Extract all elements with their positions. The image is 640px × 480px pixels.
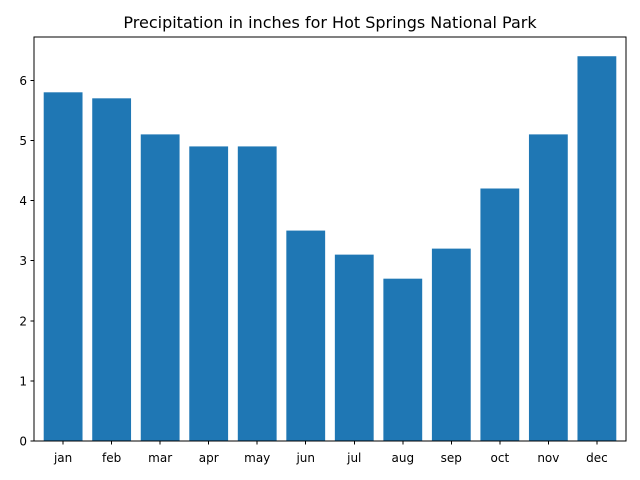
x-tick-label: may xyxy=(244,451,270,465)
bar-nov xyxy=(528,134,568,441)
x-tick-label: oct xyxy=(491,451,510,465)
bar-feb xyxy=(92,98,132,442)
y-tick-label: 5 xyxy=(19,134,27,148)
y-tick-label: 4 xyxy=(19,194,27,208)
x-tick-label: nov xyxy=(537,451,559,465)
x-axis: jan feb mar apr may jun jul aug sep oct nov dec xyxy=(53,441,608,465)
bar-may xyxy=(237,146,277,441)
chart-title: Precipitation in inches for Hot Springs … xyxy=(123,13,537,32)
bars-group xyxy=(43,56,617,442)
plot-frame xyxy=(33,36,627,442)
x-tick-label: aug xyxy=(391,451,414,465)
bar-jun xyxy=(286,230,326,441)
x-tick-label: jan xyxy=(53,451,72,465)
x-tick-label: apr xyxy=(199,451,219,465)
x-tick-label: jun xyxy=(295,451,315,465)
bar-sep xyxy=(431,248,471,441)
x-tick-label: dec xyxy=(586,451,608,465)
y-axis: 0 1 2 3 4 5 6 xyxy=(19,74,34,449)
y-tick-label: 1 xyxy=(19,374,27,388)
bar-mar xyxy=(140,134,180,441)
y-tick-label: 2 xyxy=(19,314,27,328)
x-tick-label: sep xyxy=(441,451,462,465)
bar-jul xyxy=(334,254,374,441)
x-tick-label: jul xyxy=(346,451,361,465)
axes-frame xyxy=(33,36,627,442)
y-tick-label: 3 xyxy=(19,254,27,268)
y-tick-label: 0 xyxy=(19,435,27,449)
bar-jan xyxy=(43,92,83,442)
bar-apr xyxy=(189,146,229,441)
bar-aug xyxy=(383,278,423,441)
x-tick-label: mar xyxy=(148,451,172,465)
bar-dec xyxy=(577,56,617,441)
x-tick-label: feb xyxy=(102,451,121,465)
y-tick-label: 6 xyxy=(19,74,27,88)
bar-oct xyxy=(480,188,520,441)
